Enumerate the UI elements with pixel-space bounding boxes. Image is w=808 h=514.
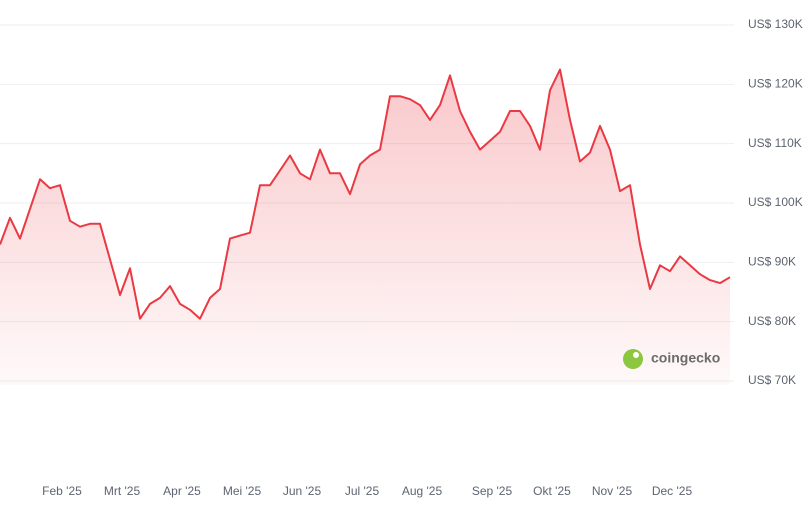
x-tick-label: Dec '25 [652,484,693,498]
area [0,69,730,385]
y-tick-label: US$ 90K [748,255,796,269]
y-tick-label: US$ 110K [748,136,802,150]
x-tick-label: Sep '25 [472,484,513,498]
x-tick-label: Jul '25 [345,484,380,498]
x-tick-label: Mrt '25 [104,484,141,498]
watermark-logo [623,349,643,369]
y-tick-label: US$ 100K [748,195,803,209]
y-tick-label: US$ 130K [748,17,803,31]
x-tick-label: Jun '25 [283,484,322,498]
y-tick-label: US$ 80K [748,314,796,328]
watermark-logo-eye [633,352,639,358]
x-tick-label: Okt '25 [533,484,571,498]
price-line [0,68,731,320]
x-tick-label: Aug '25 [402,484,443,498]
x-tick-label: Mei '25 [223,484,262,498]
y-tick-label: US$ 120K [748,77,803,91]
x-tick-label: Nov '25 [592,484,633,498]
y-tick-label: US$ 70K [748,373,796,387]
x-tick-label: Apr '25 [163,484,201,498]
x-tick-label: Feb '25 [42,484,82,498]
watermark: coingecko [623,349,720,369]
watermark-text: coingecko [651,350,720,366]
